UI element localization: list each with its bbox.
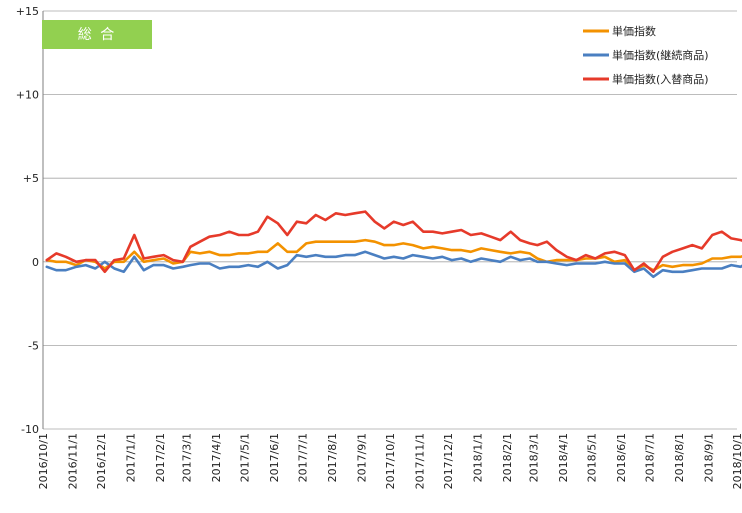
x-tick-label: 2018/4/1	[557, 433, 570, 482]
x-tick-label: 2017/10/1	[384, 433, 397, 489]
x-tick-label: 2016/12/1	[95, 433, 108, 489]
x-tick-label: 2018/5/1	[586, 433, 599, 482]
badge-background	[42, 20, 152, 49]
badge-label: 総 合	[78, 27, 116, 43]
series-lines	[45, 210, 742, 279]
legend-label: 単価指数	[612, 24, 656, 38]
y-tick-label: +5	[23, 172, 39, 185]
x-tick-label: 2017/5/1	[239, 433, 252, 482]
x-tick-label: 2017/8/1	[326, 433, 339, 482]
x-tick-label: 2017/4/1	[210, 433, 223, 482]
x-tick-label: 2017/9/1	[355, 433, 368, 482]
x-tick-label: 2017/1/1	[124, 433, 137, 482]
legend-label: 単価指数(継続商品)	[612, 48, 709, 62]
y-tick-label: -10	[21, 423, 39, 436]
x-tick-labels: 2016/10/1 2016/11/1 2016/12/1 2017/1/1 2017/…	[37, 433, 742, 489]
x-tick-label: 2017/11/1	[413, 433, 426, 489]
y-tick-label: +10	[16, 89, 39, 102]
x-tick-label: 2017/3/1	[181, 433, 194, 482]
x-tick-label: 2018/6/1	[615, 433, 628, 482]
x-tick-label: 2018/1/1	[471, 433, 484, 482]
x-tick-label: 2018/9/1	[702, 433, 715, 482]
x-tick-label: 2017/7/1	[297, 433, 310, 482]
x-tick-label: 2016/10/1	[37, 433, 50, 489]
x-tick-label: 2017/6/1	[268, 433, 281, 482]
series-line	[45, 250, 742, 279]
badge: 総 合	[42, 20, 152, 49]
legend-label: 単価指数(入替商品)	[612, 72, 709, 86]
x-tick-label: 2018/8/1	[673, 433, 686, 482]
x-tick-label: 2017/12/1	[442, 433, 455, 489]
y-tick-label: 0	[32, 256, 39, 269]
series-line	[45, 210, 742, 274]
gridlines	[43, 10, 737, 430]
x-tick-label: 2018/10/1	[731, 433, 742, 489]
y-tick-label: -5	[28, 339, 39, 352]
y-tick-label: +15	[16, 5, 39, 18]
x-tick-label: 2017/2/1	[154, 433, 167, 482]
x-tick-label: 2018/2/1	[501, 433, 514, 482]
x-tick-label: 2016/11/1	[66, 433, 79, 489]
x-tick-label: 2018/7/1	[644, 433, 657, 482]
x-tick-label: 2018/3/1	[528, 433, 541, 482]
y-tick-labels: +15 +10 +5 0 -5 -10	[16, 5, 39, 436]
